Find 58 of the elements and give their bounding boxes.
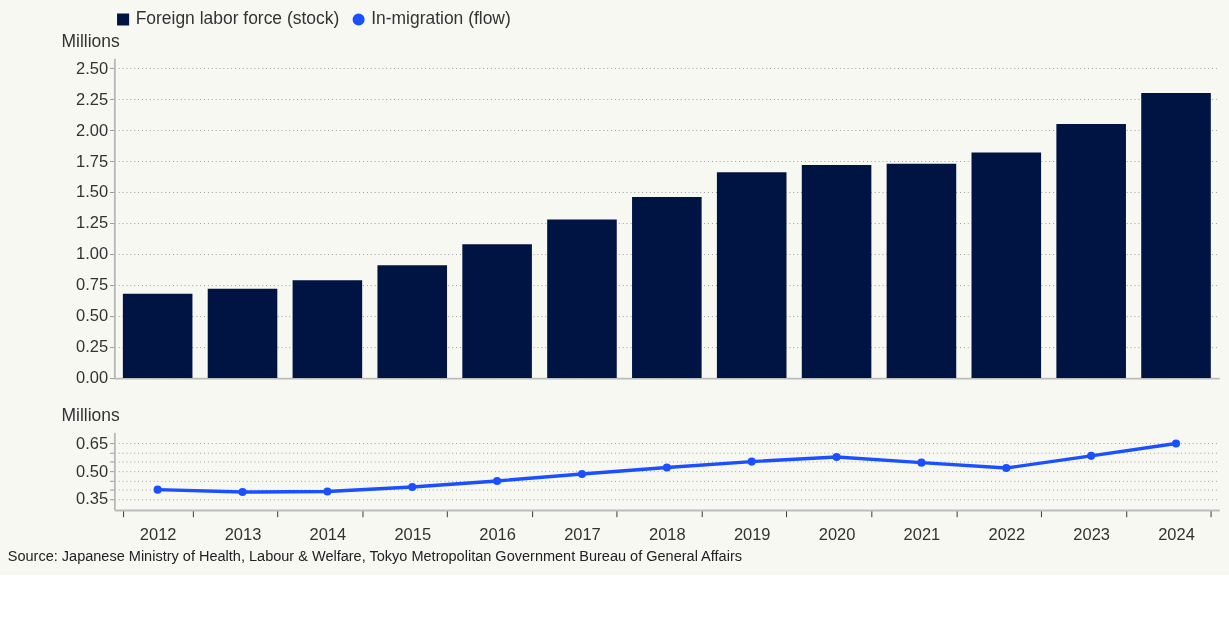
point [747,457,756,466]
bar [1056,123,1126,379]
bar [207,288,278,379]
x-tick-label: 2013 [224,524,262,543]
x-tick-label: 2014 [309,524,347,543]
y-tick-label: 2.25 [76,89,109,108]
x-tick-label: 2015 [394,524,432,543]
bar [377,265,448,379]
legend-label: In-migration (flow) [371,8,511,29]
y-tick-label: 0.00 [76,368,109,387]
y-tick-label: 0.75 [76,275,109,294]
bar [547,219,617,379]
point [1087,451,1096,460]
x-tick-label: 2016 [479,524,516,543]
point [917,458,926,467]
point [832,452,841,461]
point [1171,439,1181,448]
y-axis-title: Millions [61,31,120,52]
point [1002,463,1011,473]
y-tick-label: 0.65 [76,433,109,452]
y-tick-label: 1.25 [76,213,109,232]
bar [971,152,1042,379]
x-tick-label: 2020 [818,524,856,543]
point [408,483,417,492]
bar [632,197,702,379]
bar [462,244,532,379]
x-tick-label: 2018 [649,524,686,543]
point [238,487,247,497]
y-tick-label: 2.00 [76,120,109,139]
point [577,469,587,478]
legend-label: Foreign labor force (stock) [135,8,340,29]
y-axis-title: Millions [61,405,120,426]
point [662,463,671,472]
y-tick-label: 1.75 [76,151,109,170]
x-tick-label: 2019 [733,524,771,543]
point [493,476,502,485]
x-tick-label: 2017 [564,524,601,543]
y-tick-label: 1.00 [76,244,109,263]
y-tick-label: 0.50 [76,306,109,325]
point [323,487,332,496]
x-tick-label: 2023 [1073,524,1110,543]
bar [801,164,872,379]
bar [292,280,363,379]
y-tick-label: 0.35 [76,489,109,508]
y-tick-label: 1.50 [76,182,109,201]
x-tick-label: 2012 [139,524,177,543]
x-tick-label: 2021 [903,524,941,543]
source-note: Source: Japanese Ministry of Health, Labour & Welfare, Tokyo Metropolitan Government Bureau of General Affairs [7,548,742,565]
bar [716,172,787,379]
bar [886,163,957,379]
bar [1141,92,1211,379]
x-tick-label: 2022 [988,524,1026,543]
bar [122,293,193,379]
y-tick-label: 0.50 [76,461,109,480]
y-tick-label: 2.50 [76,58,109,77]
point [153,485,162,494]
y-tick-label: 0.25 [76,337,109,356]
x-tick-label: 2024 [1158,524,1195,543]
